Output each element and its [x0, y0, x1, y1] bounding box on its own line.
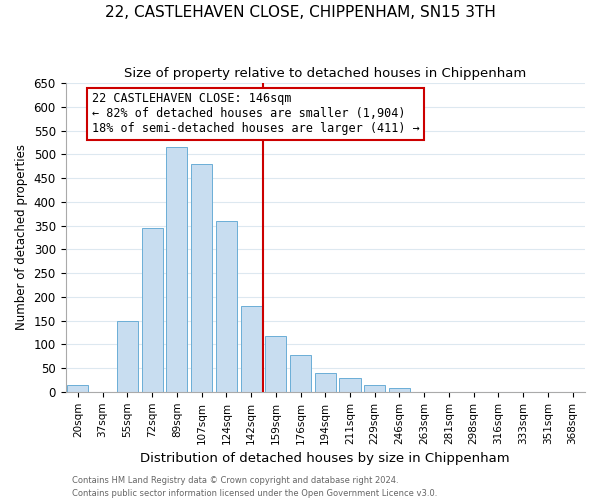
Bar — [265, 336, 286, 392]
Bar — [290, 355, 311, 392]
Bar — [216, 221, 237, 392]
Bar — [340, 378, 361, 392]
Title: Size of property relative to detached houses in Chippenham: Size of property relative to detached ho… — [124, 68, 526, 80]
X-axis label: Distribution of detached houses by size in Chippenham: Distribution of detached houses by size … — [140, 452, 510, 465]
Bar — [142, 228, 163, 392]
Bar — [166, 147, 187, 392]
Bar — [117, 320, 138, 392]
Bar — [389, 388, 410, 392]
Text: 22, CASTLEHAVEN CLOSE, CHIPPENHAM, SN15 3TH: 22, CASTLEHAVEN CLOSE, CHIPPENHAM, SN15 … — [104, 5, 496, 20]
Text: 22 CASTLEHAVEN CLOSE: 146sqm
← 82% of detached houses are smaller (1,904)
18% of: 22 CASTLEHAVEN CLOSE: 146sqm ← 82% of de… — [92, 92, 419, 136]
Y-axis label: Number of detached properties: Number of detached properties — [15, 144, 28, 330]
Bar — [364, 385, 385, 392]
Bar — [241, 306, 262, 392]
Bar — [67, 385, 88, 392]
Text: Contains HM Land Registry data © Crown copyright and database right 2024.
Contai: Contains HM Land Registry data © Crown c… — [72, 476, 437, 498]
Bar — [191, 164, 212, 392]
Bar — [315, 373, 336, 392]
